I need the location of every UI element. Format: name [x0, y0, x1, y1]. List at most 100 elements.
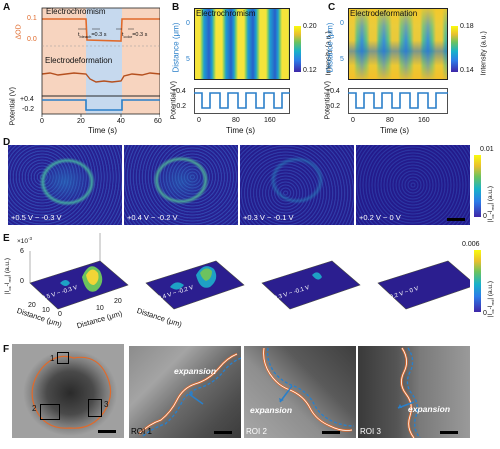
- panel-b-cbar-tick-0: 0.20: [303, 23, 317, 30]
- panel-a-shade-right: [122, 8, 160, 46]
- panel-b-xtick-0: 0: [197, 117, 201, 124]
- panel-a-xlabel: Time (s): [88, 126, 118, 135]
- panel-d-label-2: +0.3 V ~ -0.1 V: [243, 213, 294, 222]
- panel-b-cbar-tick-1: 0.12: [303, 67, 317, 74]
- panel-b-title: Electrochromism: [196, 9, 256, 18]
- panel-a-shade-left-low: [42, 46, 86, 114]
- panel-i-roi-label: ROI 3: [360, 427, 381, 436]
- panel-g-image: [129, 346, 241, 438]
- panel-i-annotation: expansion: [408, 404, 451, 414]
- panel-c-xtick-1: 80: [386, 117, 394, 124]
- panel-e-ztick-0: 6: [20, 248, 24, 255]
- panel-a-shade-right-low: [122, 46, 160, 114]
- panel-a-ytick-bottom-1: -0.2: [22, 106, 35, 113]
- panel-b-xtick-2: 160: [264, 117, 276, 124]
- panel-a-ylabel-bottom: Potential (V): [9, 86, 17, 126]
- panel-a-shade-left: [42, 8, 86, 46]
- panel-c-ytick-bottom-1: -0.2: [328, 103, 341, 110]
- panel-a-electrodeformation-trace: [41, 72, 160, 83]
- panel-b-heatmap: [194, 8, 290, 80]
- panel-b-colorbar: [294, 26, 301, 72]
- panel-a-tcolor: tcolor=0.3 s: [122, 32, 148, 40]
- panel-c-title: Electrodeformation: [350, 9, 418, 18]
- panel-b-ytick-top-1: 5: [186, 56, 190, 63]
- panel-label-a: A: [3, 2, 11, 13]
- panel-label-c: C: [328, 2, 336, 13]
- panel-a-plot: [41, 7, 160, 117]
- panel-d-cbar-tick-0: 0.01: [480, 146, 494, 153]
- panel-e-cbar-tick-0: 0.006: [462, 241, 480, 248]
- panel-g-scalebar: [214, 431, 232, 434]
- panel-d-label-3: +0.2 V ~ 0 V: [359, 213, 401, 222]
- panel-d-label-1: +0.4 V ~ -0.2 V: [127, 213, 178, 222]
- panel-e-plot-2: [261, 260, 361, 310]
- panel-c-xtick-0: 0: [351, 117, 355, 124]
- panel-h-image: [244, 346, 356, 438]
- panel-label-d: D: [3, 137, 11, 148]
- panel-h-scalebar: [322, 431, 340, 434]
- panel-f-roi-label-3: 3: [104, 400, 109, 409]
- panel-c-heatmap: [348, 8, 448, 80]
- panel-d-cbar-label: |Iox-Ired| (a.u.): [486, 185, 496, 223]
- panel-e-dist-tick-3: 10: [96, 305, 104, 312]
- panel-c-xlabel: Time (s): [380, 126, 410, 135]
- panel-c-xtick-2: 160: [418, 117, 430, 124]
- panel-e-plot-1: [145, 260, 245, 310]
- panel-e-plot-0: [29, 233, 129, 310]
- panel-f-roi-1: [57, 352, 69, 364]
- panel-c-ytick-bottom-0: +0.4: [326, 88, 340, 95]
- panel-c-ytick-top-1: 5: [340, 56, 344, 63]
- panel-h-annotation: expansion: [250, 405, 293, 415]
- panel-a-xtick-0: 0: [40, 118, 44, 125]
- panel-a-xtick-1: 20: [77, 118, 85, 125]
- panel-a-ytick-top-1: 0.0: [27, 36, 37, 43]
- panel-a-ytick-top-0: 0.1: [27, 15, 37, 22]
- panel-label-f: F: [3, 344, 10, 355]
- panel-a-ylabel-top: ΔOD: [15, 24, 23, 40]
- panel-e-colorbar: [474, 250, 481, 312]
- panel-d-label-0: +0.5 V ~ -0.3 V: [11, 213, 62, 222]
- panel-i-image: [358, 346, 470, 438]
- panel-f-roi-label-1: 1: [50, 354, 55, 363]
- panel-a-xtick-3: 60: [154, 118, 162, 125]
- panel-d-cbar-tick-1: 0: [483, 213, 487, 220]
- panel-e-dist-tick-2: 0: [58, 311, 62, 318]
- panel-b-potential-trace: [194, 88, 290, 114]
- panel-a-ytick-bottom-0: +0.4: [20, 96, 34, 103]
- panel-a-electrochromism-trace: [42, 18, 160, 42]
- panel-c-cbar-label: Intensity (a.u.): [480, 31, 488, 76]
- panel-e-zexp: ×10-3: [17, 236, 33, 246]
- panel-c-ytick-top-0: 0: [340, 20, 344, 27]
- panel-g-annotation: expansion: [174, 366, 217, 376]
- panel-c-cbar-tick-0: 0.18: [460, 23, 474, 30]
- panel-a-potential-trace: [42, 99, 160, 111]
- panel-f-roi-2: [40, 404, 60, 420]
- panel-b-ytick-bottom-1: -0.2: [174, 103, 187, 110]
- panel-b-xlabel: Time (s): [226, 126, 256, 135]
- panel-f-scalebar: [98, 430, 116, 433]
- panel-e-dist-tick-1: 10: [42, 307, 50, 314]
- panel-e-plot-3: [377, 260, 470, 310]
- panel-f-outline: [31, 355, 112, 429]
- panel-d-colorbar: [474, 155, 481, 217]
- panel-c-cbar-tick-1: 0.14: [460, 67, 474, 74]
- panel-e-cbar-label: |Iox-Ired| (a.u.): [486, 280, 496, 318]
- panel-b-ytick-bottom-0: +0.4: [172, 88, 186, 95]
- panel-d-map-2: [240, 145, 354, 225]
- panel-label-e: E: [3, 233, 10, 244]
- panel-d-map-1: [124, 145, 238, 225]
- panel-label-b: B: [172, 2, 180, 13]
- panel-a-title-mid: Electrodeformation: [45, 56, 113, 65]
- panel-h-boundary: [262, 347, 355, 432]
- panel-f-roi-label-2: 2: [32, 404, 37, 413]
- panel-a-tbleach: tbleach=0.3 s: [78, 32, 107, 40]
- panel-g-roi-label: ROI 1: [131, 427, 152, 436]
- panel-c-potential-trace: [348, 88, 448, 114]
- panel-a-title-top: Electrochromism: [46, 7, 106, 16]
- panel-e-cbar-tick-1: 0: [483, 310, 487, 317]
- panel-b-xtick-1: 80: [232, 117, 240, 124]
- panel-d-map-0: [8, 145, 122, 225]
- panel-e-surfaces: [29, 233, 470, 310]
- panel-d-scalebar: [447, 218, 465, 221]
- panel-b-ytick-top-0: 0: [186, 20, 190, 27]
